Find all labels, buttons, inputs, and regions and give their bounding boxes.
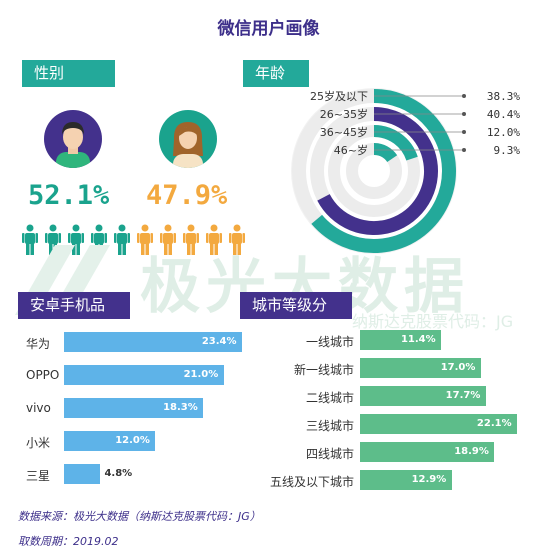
bar-category-label: 四线城市 (305, 447, 354, 461)
gender-people-icons (18, 224, 248, 260)
bar-category-label: 五线及以下城市 (269, 475, 354, 489)
age-arc-2 (373, 125, 418, 161)
bar-value-label: 21.0% (183, 369, 219, 380)
age-category-label: 25岁及以下 (310, 89, 368, 103)
city-bar-chart: 一线城市 11.4% 新一线城市 17.0% 二线城市 17.7% 三线城市 22.1% 四线城… (262, 325, 537, 495)
bar-value-label: 11.4% (400, 334, 436, 345)
bar-value-label: 12.9% (411, 474, 447, 485)
male-person-icon (22, 224, 38, 255)
bar-mark (64, 431, 156, 451)
male-person-icon (68, 224, 84, 255)
bar-mark (64, 398, 204, 418)
female-person-icon (183, 224, 199, 255)
male-percentage: 52.1% (28, 180, 110, 211)
brand-bar-chart: 华为 23.4% OPPO 21.0% vivo 18.3% 小米 12.0% 三星 4.8% (0, 325, 262, 495)
bar-value-label: 12.0% (115, 435, 150, 446)
female-avatar-icon (159, 110, 217, 168)
age-category-label: 36~45岁 (320, 125, 368, 139)
age-arc-1 (317, 107, 438, 235)
bar-category-label: 华为 (26, 337, 51, 351)
bar-mark (64, 464, 101, 484)
bar-category-label: 二线城市 (305, 391, 354, 405)
age-leader-dot (462, 112, 466, 116)
age-value-label: 12.0% (487, 126, 520, 139)
male-avatar-icon (44, 110, 102, 168)
bar-category-label: 一线城市 (305, 335, 354, 349)
footer-source: 数据来源：极光大数据（纳斯达克股票代码：JG） (18, 510, 261, 523)
bar-value-label: 17.0% (440, 362, 476, 373)
age-radial-chart: 25岁及以下 38.3% 26~35岁 40.4% 36~45岁 12.0% 46~岁 9.3… (250, 88, 537, 262)
age-value-label: 38.3% (487, 90, 520, 103)
bar-category-label: 三星 (26, 469, 51, 483)
bar-mark (360, 330, 441, 350)
age-value-label: 40.4% (487, 108, 520, 121)
bar-mark (360, 470, 452, 490)
bar-category-label: 新一线城市 (293, 363, 354, 377)
age-leader-dot (462, 148, 466, 152)
age-section-label: 年龄 (243, 60, 309, 87)
male-person-icon (114, 224, 130, 255)
bar-value-label: 17.7% (445, 390, 481, 401)
brand-section-label: 安卓手机品牌 (18, 292, 130, 341)
bar-mark (360, 386, 486, 406)
bar-category-label: 小米 (26, 436, 51, 450)
bar-value-label: 4.8% (104, 468, 133, 479)
bar-category-label: 三线城市 (305, 419, 354, 433)
bar-mark (64, 365, 224, 385)
page-title: 微信用户画像 (217, 19, 320, 39)
age-leader-dot (462, 130, 466, 134)
female-person-icon (137, 224, 153, 255)
female-person-icon (206, 224, 222, 255)
female-person-icon (229, 224, 245, 255)
footer-period: 取数周期：2019.02 (18, 535, 119, 548)
city-section-label: 城市等级分布 (240, 292, 352, 341)
age-category-label: 46~岁 (334, 143, 368, 157)
bar-value-label: 23.4% (201, 336, 237, 347)
age-arc-0 (311, 89, 456, 253)
bar-mark (360, 414, 517, 434)
bar-value-label: 18.9% (454, 446, 489, 457)
female-person-icon (160, 224, 176, 255)
female-percentage: 47.9% (146, 180, 228, 211)
age-leader-dot (462, 94, 466, 98)
bar-mark (64, 332, 242, 352)
bar-mark (360, 358, 481, 378)
bar-value-label: 18.3% (163, 402, 198, 413)
bar-value-label: 22.1% (476, 418, 512, 429)
bar-mark (360, 442, 495, 462)
watermark-subtext: 纳斯达克股票代码：JG (352, 312, 514, 331)
bar-category-label: OPPO (26, 368, 60, 382)
age-arc-3 (373, 143, 398, 163)
age-value-label: 9.3% (494, 144, 521, 157)
bar-category-label: vivo (26, 401, 51, 415)
gender-section-label: 性别 (22, 60, 115, 87)
age-category-label: 26~35岁 (320, 107, 368, 121)
